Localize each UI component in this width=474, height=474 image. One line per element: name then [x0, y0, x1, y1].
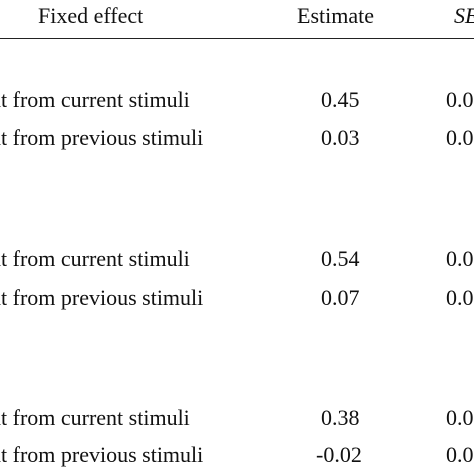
row-se: 0.0: [446, 405, 474, 430]
row-estimate: 0.03: [321, 125, 360, 150]
row-label: ut from current stimuli: [0, 87, 190, 112]
row-estimate: 0.07: [321, 285, 360, 310]
row-label: ut from previous stimuli: [0, 442, 204, 467]
row-estimate: 0.45: [321, 87, 360, 112]
row-estimate: 0.54: [321, 246, 360, 271]
header-fixed-effect: Fixed effect: [38, 3, 144, 28]
row-se: 0.0: [446, 285, 474, 310]
row-label: ut from previous stimuli: [0, 285, 204, 310]
row-label: ut from current stimuli: [0, 405, 190, 430]
table-header-rule: [0, 38, 474, 39]
row-label: ut from previous stimuli: [0, 125, 204, 150]
row-se: 0.0: [446, 125, 474, 150]
row-se: 0.0: [446, 246, 474, 271]
header-estimate: Estimate: [297, 3, 374, 28]
row-se: 0.0: [446, 87, 474, 112]
header-se: SE: [454, 3, 474, 28]
row-estimate: 0.38: [321, 405, 360, 430]
row-se: 0.0: [446, 442, 474, 467]
row-label: ut from current stimuli: [0, 246, 190, 271]
row-estimate: -0.02: [316, 442, 362, 467]
